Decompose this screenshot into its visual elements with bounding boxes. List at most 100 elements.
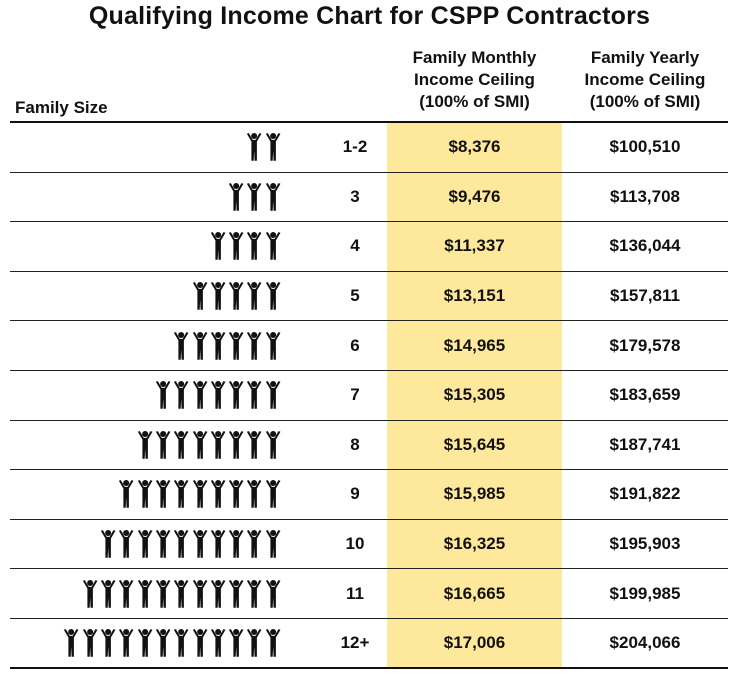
header-monthly-line-3: (100% of SMI) <box>419 92 530 111</box>
family-size-cell: 6 <box>350 335 360 355</box>
person-icon <box>265 628 281 657</box>
person-icon <box>155 579 171 608</box>
person-icon <box>228 381 244 409</box>
person-icon <box>210 331 226 360</box>
person-icon <box>247 579 262 608</box>
person-icon <box>174 480 189 509</box>
person-icon <box>192 530 207 558</box>
person-icon <box>137 579 153 608</box>
person-icon <box>247 282 262 310</box>
family-size-cell: 7 <box>350 385 360 405</box>
family-size-cell: 4 <box>350 236 360 256</box>
yearly-income-cell: $204,066 <box>609 632 681 652</box>
person-icon <box>155 430 171 459</box>
person-icon <box>210 480 226 509</box>
person-icon <box>192 331 207 360</box>
person-icon <box>137 480 153 509</box>
table-row: 4 $11,337 $136,044 <box>10 222 728 272</box>
person-icon <box>228 331 244 360</box>
person-icon <box>155 480 171 509</box>
person-icon <box>228 232 244 261</box>
monthly-income-cell: $15,645 <box>443 434 506 454</box>
person-icon <box>228 579 244 608</box>
person-icon <box>265 331 281 360</box>
person-icon <box>192 381 207 409</box>
person-icon <box>210 232 226 261</box>
yearly-income-cell: $157,811 <box>610 286 680 306</box>
person-icon <box>210 530 226 558</box>
person-icon <box>174 381 189 409</box>
monthly-income-cell: $8,376 <box>448 137 501 157</box>
monthly-column-highlight <box>387 122 562 667</box>
people-icon-group <box>10 173 282 222</box>
person-icon <box>247 381 262 409</box>
header-yearly-line-3: (100% of SMI) <box>589 92 701 111</box>
person-icon <box>210 579 226 608</box>
people-icon-group <box>10 619 282 667</box>
table-row: 5 $13,151 $157,811 <box>10 272 728 322</box>
person-icon <box>174 628 189 657</box>
page-title: Qualifying Income Chart for CSPP Contrac… <box>88 2 651 30</box>
family-size-cell: 3 <box>350 186 360 206</box>
person-icon <box>228 530 244 558</box>
family-size-cell: 11 <box>346 583 364 603</box>
header-yearly-line-1: Family Yearly <box>590 48 700 67</box>
person-icon <box>174 579 189 608</box>
person-icon <box>265 381 281 409</box>
person-icon <box>265 182 281 211</box>
person-icon <box>265 232 281 261</box>
person-icon <box>100 628 116 657</box>
person-icon <box>265 480 281 509</box>
person-icon <box>228 480 244 509</box>
person-icon <box>247 480 262 509</box>
person-icon <box>228 628 244 657</box>
person-icon <box>100 530 116 558</box>
person-icon <box>265 430 281 459</box>
table-row: 8 $15,645 $187,741 <box>10 421 728 471</box>
person-icon <box>137 430 153 459</box>
family-size-cell: 10 <box>345 534 365 554</box>
yearly-income-cell: $195,903 <box>609 534 681 554</box>
table-top-rule <box>10 121 728 123</box>
income-table: 1-2 $8,376 $100,510 3 $9,476 $113,708 4 $11,337… <box>10 123 728 669</box>
family-size-cell: 1-2 <box>342 137 368 157</box>
people-icon-group <box>10 272 282 321</box>
table-row: 3 $9,476 $113,708 <box>10 173 728 223</box>
monthly-income-cell: $15,305 <box>443 385 506 405</box>
person-icon <box>247 182 262 211</box>
people-icon-group <box>10 222 282 271</box>
monthly-income-cell: $13,151 <box>443 286 506 306</box>
header-monthly-income: Family Monthly Income Ceiling (100% of S… <box>387 47 562 113</box>
people-icon-group <box>10 520 282 569</box>
monthly-income-cell: $17,006 <box>443 632 506 652</box>
monthly-income-cell: $16,665 <box>443 583 506 603</box>
person-icon <box>247 133 262 162</box>
person-icon <box>155 530 171 558</box>
table-row: 11 $16,665 $199,985 <box>10 569 728 619</box>
table-row: 7 $15,305 $183,659 <box>10 371 728 421</box>
header-yearly-income: Family Yearly Income Ceiling (100% of SM… <box>562 47 728 113</box>
header-yearly-line-2: Income Ceiling <box>584 70 706 89</box>
yearly-income-cell: $199,985 <box>609 583 681 603</box>
monthly-income-cell: $16,325 <box>443 534 506 554</box>
people-icon-group <box>10 321 282 370</box>
person-icon <box>192 430 207 459</box>
person-icon <box>247 628 262 657</box>
monthly-income-cell: $11,337 <box>444 236 505 256</box>
person-icon <box>265 133 281 162</box>
person-icon <box>192 480 207 509</box>
yearly-income-cell: $191,822 <box>609 484 681 504</box>
table-row: 6 $14,965 $179,578 <box>10 321 728 371</box>
person-icon <box>247 331 262 360</box>
person-icon <box>137 628 153 657</box>
family-size-cell: 9 <box>350 484 360 504</box>
table-row: 10 $16,325 $195,903 <box>10 520 728 570</box>
yearly-income-cell: $183,659 <box>609 385 681 405</box>
people-icon-group <box>10 123 282 172</box>
yearly-income-cell: $113,708 <box>610 186 680 206</box>
person-icon <box>64 628 79 657</box>
person-icon <box>247 232 262 261</box>
person-icon <box>119 579 134 608</box>
people-icon-group <box>10 569 282 618</box>
person-icon <box>174 331 189 360</box>
